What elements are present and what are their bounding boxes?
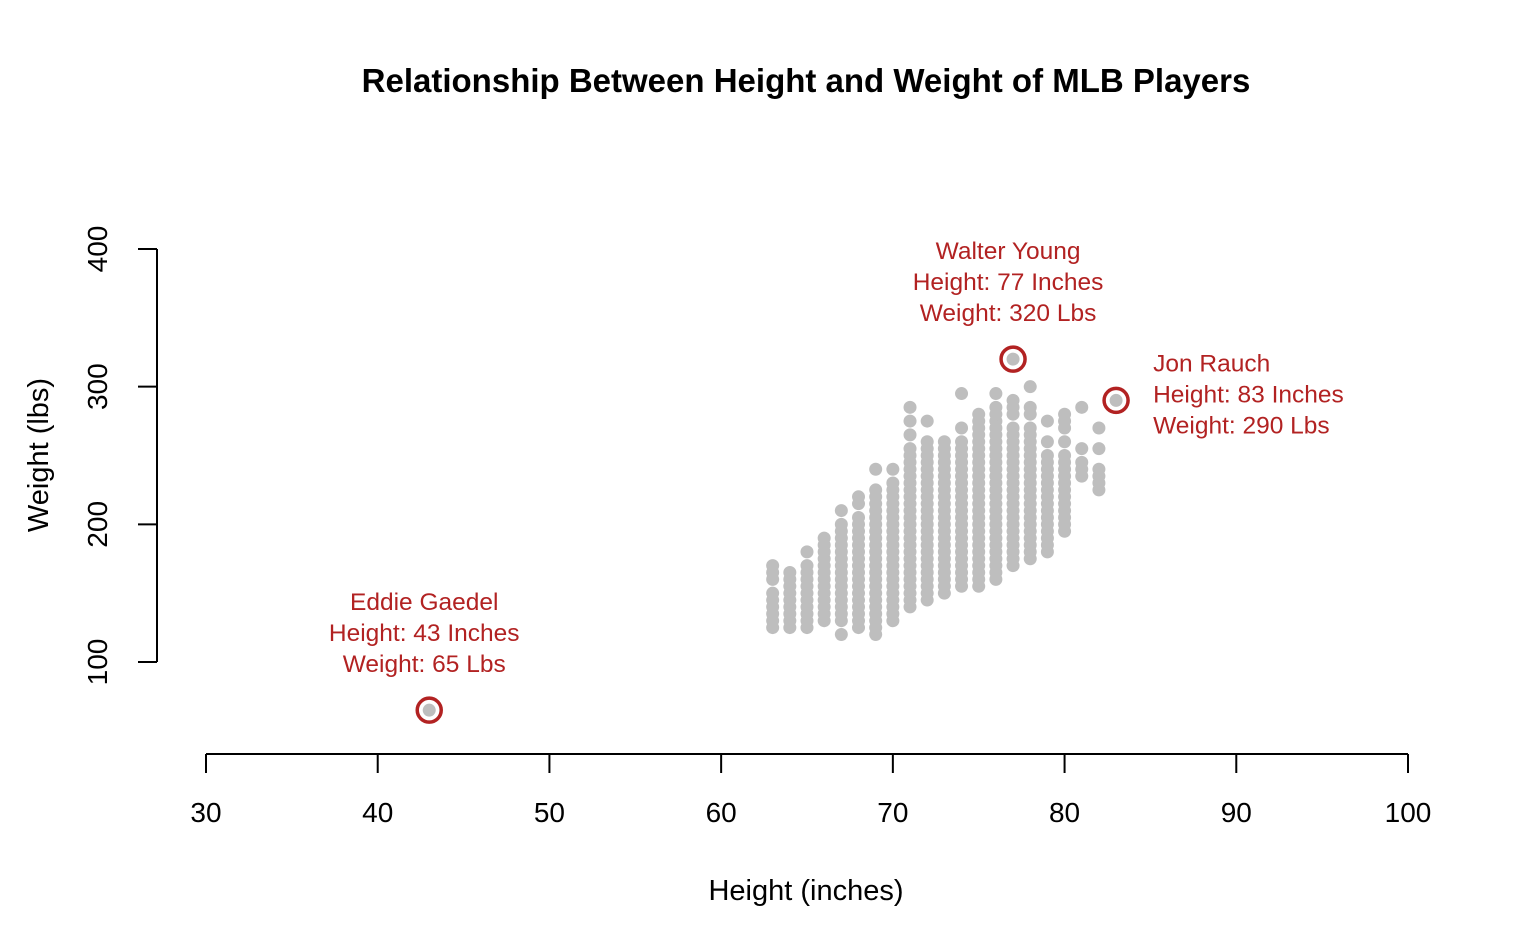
data-point <box>989 400 1003 414</box>
x-axis: 30 40 50 60 70 80 90 100 <box>190 753 1432 828</box>
data-point <box>903 428 917 442</box>
chart-title: Relationship Between Height and Weight o… <box>362 62 1251 99</box>
data-point <box>920 414 934 428</box>
x-tick-label: 70 <box>877 797 908 828</box>
annotation-line: Eddie Gaedel <box>350 589 498 616</box>
data-point <box>1040 449 1054 462</box>
data-point <box>937 435 951 449</box>
data-point <box>1075 400 1089 414</box>
y-tick-label: 200 <box>82 501 113 548</box>
data-point <box>1058 435 1072 449</box>
data-point <box>783 566 797 580</box>
annotation-line: Weight: 320 Lbs <box>920 300 1097 327</box>
data-point <box>886 462 900 476</box>
data-point <box>1040 435 1054 449</box>
annotation-line: Height: 77 Inches <box>913 269 1104 296</box>
data-point <box>1040 414 1054 428</box>
data-point <box>800 559 814 573</box>
highlight-ring <box>999 345 1027 373</box>
data-point <box>1006 352 1020 366</box>
x-tick-label: 40 <box>362 797 393 828</box>
data-points <box>422 352 1123 717</box>
x-tick-label: 80 <box>1049 797 1080 828</box>
data-point <box>1006 421 1020 435</box>
data-point <box>1092 442 1106 456</box>
data-point <box>834 627 848 641</box>
data-point <box>955 421 969 435</box>
annotation-line: Weight: 290 Lbs <box>1153 412 1330 439</box>
data-point <box>1058 407 1072 421</box>
annotation-line: Walter Young <box>936 238 1081 265</box>
y-tick-label: 300 <box>82 363 113 410</box>
data-point <box>834 517 848 531</box>
data-point <box>1109 393 1123 407</box>
data-point <box>766 559 780 573</box>
x-tick-label: 60 <box>706 797 737 828</box>
data-point <box>422 703 436 717</box>
annotation-line: Jon Rauch <box>1153 350 1270 377</box>
data-point <box>1006 393 1020 407</box>
y-tick-label: 400 <box>82 226 113 273</box>
data-point <box>1092 462 1106 476</box>
data-point <box>817 531 831 545</box>
x-axis-label: Height (inches) <box>708 875 903 907</box>
x-tick-label: 100 <box>1385 797 1432 828</box>
data-point <box>1023 380 1037 394</box>
annotation-line: Height: 43 Inches <box>329 620 520 647</box>
data-point <box>1023 400 1037 414</box>
y-axis: 100 200 300 400 <box>82 226 158 686</box>
data-point <box>903 400 917 414</box>
data-point <box>903 414 917 428</box>
highlight-ring <box>1102 386 1130 415</box>
data-point <box>955 435 969 449</box>
data-point <box>800 545 814 559</box>
data-point <box>886 476 900 490</box>
data-point <box>955 387 969 401</box>
annotation-line: Weight: 65 Lbs <box>343 651 506 678</box>
data-point <box>869 462 883 476</box>
x-tick-label: 50 <box>534 797 565 828</box>
data-point <box>869 483 883 497</box>
data-point <box>989 387 1003 401</box>
data-point <box>1075 455 1089 469</box>
data-point <box>1023 421 1037 435</box>
data-point <box>920 435 934 449</box>
data-point <box>1058 449 1072 462</box>
data-point <box>852 510 866 524</box>
data-point <box>972 407 986 421</box>
y-tick-label: 100 <box>82 639 113 686</box>
data-point <box>903 442 917 456</box>
data-point <box>766 586 780 600</box>
x-tick-label: 90 <box>1221 797 1252 828</box>
data-point <box>1075 442 1089 456</box>
highlighted-players: Eddie Gaedel Height: 43 Inches Weight: 65 … <box>329 238 1344 724</box>
data-point <box>1092 421 1106 435</box>
highlight-ring <box>415 696 443 724</box>
annotation-line: Height: 83 Inches <box>1153 381 1344 408</box>
x-tick-label: 30 <box>190 797 221 828</box>
data-point <box>852 490 866 504</box>
y-axis-label: Weight (lbs) <box>23 378 55 532</box>
data-point <box>834 504 848 518</box>
